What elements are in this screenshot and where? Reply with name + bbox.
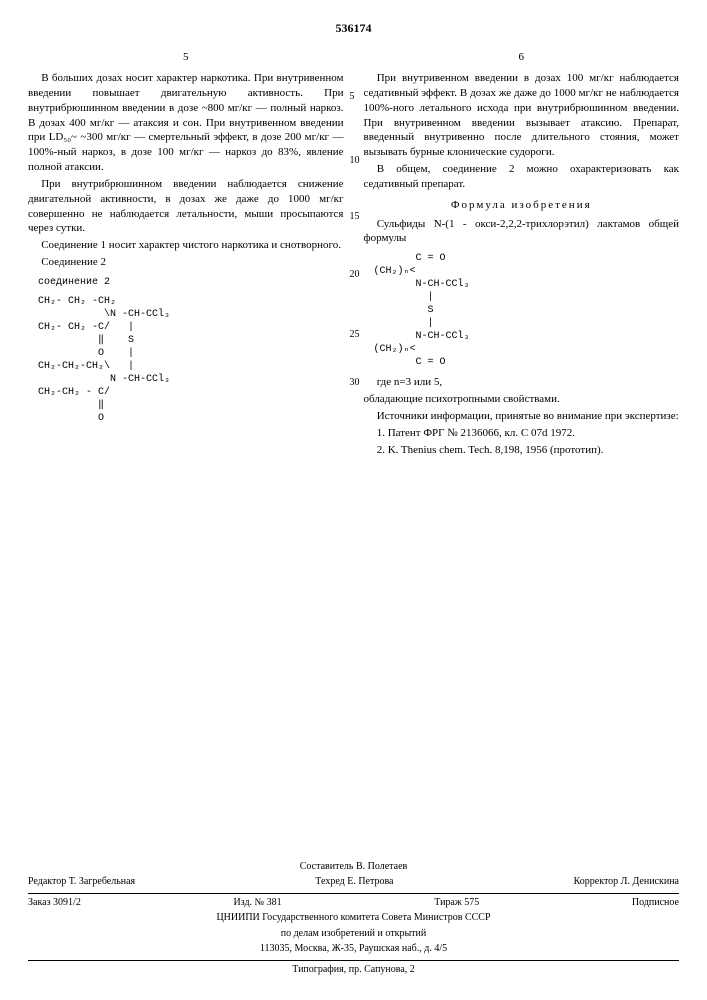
claim-title: Формула изобретения xyxy=(364,198,680,213)
footer-print-run: Тираж 575 xyxy=(434,896,479,910)
footer-divider-2 xyxy=(28,960,679,961)
left-chemical-formula: CH₂- CH₂ -CH₂ \N -CH-CCl₃ CH₂- CH₂ -C/ |… xyxy=(38,295,344,425)
right-p1: При внутривенном введении в дозах 100 мг… xyxy=(364,71,680,160)
line-10: 10 xyxy=(350,154,360,168)
footer-order: Заказ 3091/2 xyxy=(28,896,81,910)
line-15: 15 xyxy=(350,210,360,224)
footer-org2: по делам изобретений и открытий xyxy=(28,927,679,941)
left-p1: В больших дозах носит характер наркотика… xyxy=(28,71,344,175)
line-25: 25 xyxy=(350,328,360,342)
footer-org1: ЦНИИПИ Государственного комитета Совета … xyxy=(28,911,679,925)
two-column-layout: 5 В больших дозах носит характер наркоти… xyxy=(28,50,679,459)
right-p4: где n=3 или 5, xyxy=(364,375,680,390)
footer-composer: Составитель В. Полетаев xyxy=(28,860,679,874)
right-column: 5 10 15 20 25 30 6 При внутривенном введ… xyxy=(364,50,680,459)
right-p2: В общем, соединение 2 можно охарактеризо… xyxy=(364,162,680,192)
line-30: 30 xyxy=(350,376,360,390)
footer-corrector: Корректор Л. Денискина xyxy=(574,875,679,889)
right-p5: обладающие психотропными свойствами. xyxy=(364,392,680,407)
right-chemical-formula: C = O (CH₂)ₙ< N-CH-CCl₃ | S | N-CH-CCl₃ … xyxy=(374,252,680,369)
footer-block: Составитель В. Полетаев Редактор Т. Загр… xyxy=(28,860,679,977)
left-formula-label: соединение 2 xyxy=(38,276,344,289)
left-column: 5 В больших дозах носит характер наркоти… xyxy=(28,50,344,459)
footer-typography: Типография, пр. Сапунова, 2 xyxy=(28,963,679,977)
footer-credits-row: Редактор Т. Загребельная Техред Е. Петро… xyxy=(28,875,679,889)
footer-addr: 113035, Москва, Ж-35, Раушская наб., д. … xyxy=(28,942,679,956)
right-col-number: 6 xyxy=(364,50,680,65)
footer-editor: Редактор Т. Загребельная xyxy=(28,875,135,889)
right-ref1: 1. Патент ФРГ № 2136066, кл. С 07d 1972. xyxy=(364,426,680,441)
footer-divider-1 xyxy=(28,893,679,894)
footer-subscription: Подписное xyxy=(632,896,679,910)
left-p3: Соединение 1 носит характер чистого нарк… xyxy=(28,238,344,253)
right-ref2: 2. K. Thenius chem. Tech. 8,198, 1956 (п… xyxy=(364,443,680,458)
line-5: 5 xyxy=(350,90,355,104)
right-p6: Источники информации, принятые во вниман… xyxy=(364,409,680,424)
left-p2: При внутрибрюшинном введении наблюдается… xyxy=(28,177,344,236)
patent-number: 536174 xyxy=(28,20,679,36)
left-p4: Соединение 2 xyxy=(28,255,344,270)
footer-print-row: Заказ 3091/2 Изд. № 381 Тираж 575 Подпис… xyxy=(28,896,679,910)
line-20: 20 xyxy=(350,268,360,282)
footer-techred: Техред Е. Петрова xyxy=(315,875,393,889)
right-p3: Сульфиды N-(1 - окси-2,2,2-трихлорэтил) … xyxy=(364,217,680,247)
footer-issue: Изд. № 381 xyxy=(233,896,281,910)
left-col-number: 5 xyxy=(28,50,344,65)
